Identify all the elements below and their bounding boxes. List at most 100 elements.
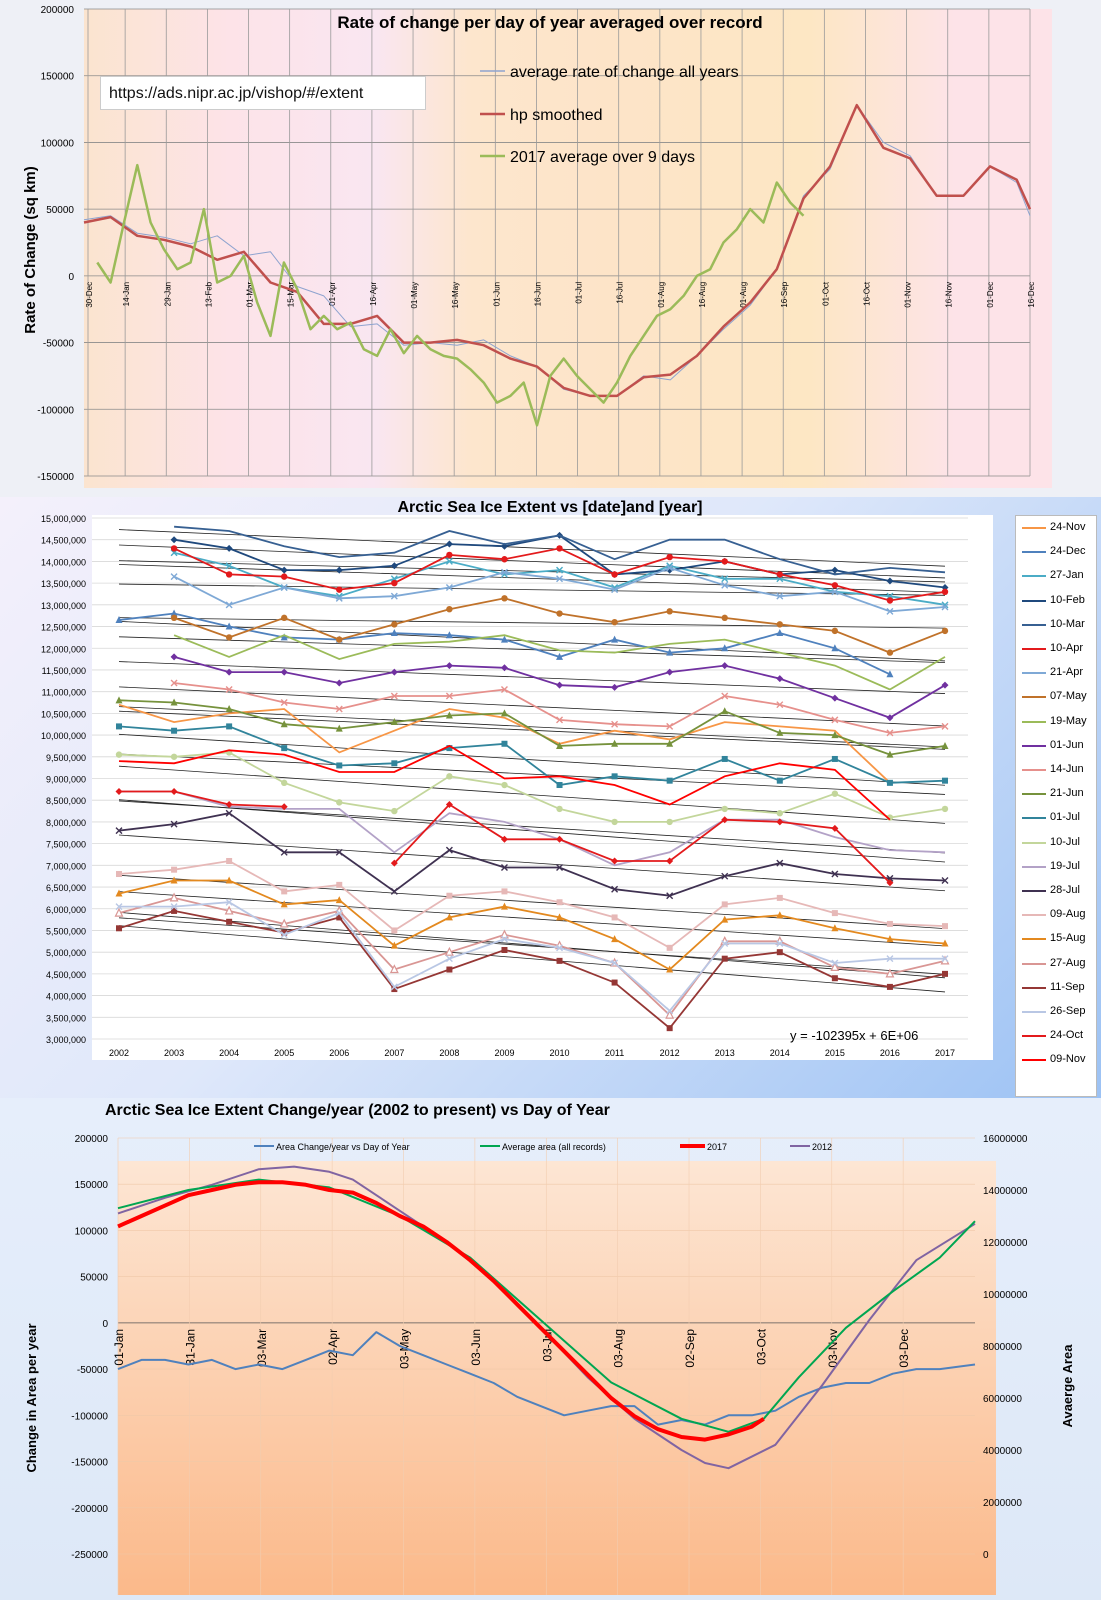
x-tick-label: 2007: [384, 1048, 404, 1058]
point-09-Aug: [666, 944, 673, 951]
point-10-Jul: [556, 805, 563, 813]
point-15-Aug: [886, 935, 894, 943]
point-11-Sep: [831, 975, 838, 982]
point-11-Sep: [556, 957, 563, 964]
point-01-Jun: [500, 664, 508, 672]
point-10-Feb: [831, 566, 839, 574]
legend-swatch: [1022, 599, 1046, 602]
y-axis-label-right: Avaerge Area: [1060, 1344, 1075, 1428]
x-tick-label: 03-Nov: [826, 1329, 840, 1368]
point-07-May: [721, 614, 728, 622]
point-21-Jun: [666, 739, 674, 747]
x-tick-label: 01-Oct: [821, 281, 830, 306]
y-tick-label: 50000: [46, 205, 74, 216]
point-11-Sep: [501, 946, 508, 953]
x-tick-label: 16-Nov: [945, 282, 954, 308]
point-10-Jul: [776, 810, 783, 817]
legend-label: 01-Jun: [1050, 738, 1084, 751]
point-01-Jun: [335, 679, 343, 687]
x-tick-label: 2002: [109, 1048, 129, 1058]
legend-swatch: [1022, 1059, 1046, 1062]
x-tick-label: 13-Feb: [204, 281, 213, 307]
y-axis-label-left: Change in Area per year: [24, 1323, 39, 1472]
y-tick-label: 7,000,000: [46, 861, 86, 871]
point-10-Feb: [941, 583, 949, 591]
point-09-Aug: [336, 881, 343, 888]
y-tick-label: 4,000,000: [46, 992, 86, 1002]
point-24-Dec: [170, 609, 178, 617]
point-21-Apr: [225, 601, 233, 609]
point-21-Jun: [721, 707, 729, 715]
x-tick-label: 16-Dec: [1027, 282, 1036, 308]
point-14-Jun: [445, 692, 453, 700]
legend-item: 19-Jul: [1016, 857, 1096, 877]
point-24-Oct: [280, 803, 288, 811]
trendline-10-Mar: [118, 529, 946, 567]
trendline-11-Sep: [118, 925, 946, 993]
legend-label: 27-Jan: [1050, 569, 1084, 582]
x-tick-label: 2011: [605, 1048, 624, 1058]
legend-item: 09-Nov: [1016, 1050, 1096, 1070]
point-24-Oct: [611, 857, 619, 865]
legend-label: 07-May: [1050, 690, 1087, 703]
x-tick-label: 2015: [825, 1048, 845, 1058]
legend-item: 09-Aug: [1016, 905, 1096, 925]
legend-item: 11-Sep: [1016, 978, 1096, 998]
point-21-Jun: [390, 718, 398, 726]
point-14-Jun: [776, 701, 784, 709]
y-axis-label: Rate of Change (sq km): [22, 166, 39, 334]
point-28-Jul: [335, 848, 343, 856]
point-09-Aug: [942, 923, 948, 930]
trendline-09-Aug: [118, 874, 946, 930]
point-01-Jun: [886, 714, 894, 722]
point-07-May: [831, 627, 839, 635]
y-tick-label-left: 200000: [75, 1134, 109, 1145]
point-24-Dec: [225, 622, 233, 630]
point-10-Feb: [500, 542, 508, 550]
point-11-Sep: [336, 914, 343, 921]
point-10-Apr: [886, 597, 894, 604]
y-tick-label: 5,000,000: [46, 948, 86, 958]
legend-item: 21-Jun: [1016, 784, 1096, 804]
point-21-Jun: [500, 709, 508, 717]
point-27-Aug: [169, 892, 179, 902]
point-28-Jul: [941, 877, 949, 885]
point-10-Feb: [666, 566, 674, 574]
series-line-26-Sep: [119, 901, 945, 1013]
legend-label: 19-May: [1050, 714, 1087, 727]
point-28-Jul: [500, 864, 508, 871]
trendline-28-Jul: [118, 834, 946, 892]
point-10-Apr: [336, 586, 343, 593]
legend-item: 15-Aug: [1016, 929, 1096, 949]
legend-label-2017: 2017 average over 9 days: [510, 149, 695, 166]
x-tick-label: 2012: [660, 1048, 680, 1058]
point-01-Jun: [225, 668, 233, 676]
trendline-19-Jul: [118, 800, 946, 854]
x-tick-label: 03-Jun: [469, 1329, 483, 1366]
point-01-Jun: [445, 662, 453, 670]
legend-label: 10-Apr: [1050, 642, 1084, 654]
series-line-09-Aug: [118, 860, 946, 949]
legend-swatch: [1022, 623, 1046, 626]
point-21-Jun: [170, 698, 178, 706]
point-10-Feb: [280, 566, 288, 574]
point-27-Aug: [665, 1009, 675, 1019]
point-01-Jun: [390, 668, 398, 676]
x-tick-label: 2008: [439, 1048, 459, 1058]
point-10-Apr: [776, 571, 783, 578]
point-01-Jul: [116, 723, 122, 730]
point-07-May: [225, 634, 233, 641]
point-24-Oct: [115, 788, 123, 796]
series-hp-smoothed: [83, 103, 1032, 398]
x-tick-label: 2016: [880, 1048, 900, 1058]
series-line-15-Aug: [118, 879, 946, 971]
point-28-Jul: [280, 848, 288, 856]
legend-item: 10-Mar: [1016, 615, 1096, 635]
point-15-Aug: [611, 935, 619, 943]
legend-item: 24-Nov: [1016, 518, 1096, 538]
point-24-Dec: [280, 633, 288, 641]
point-01-Jul: [501, 740, 508, 747]
legend-item: 10-Jul: [1016, 833, 1096, 853]
point-27-Jan: [225, 562, 233, 570]
point-11-Sep: [721, 955, 728, 962]
